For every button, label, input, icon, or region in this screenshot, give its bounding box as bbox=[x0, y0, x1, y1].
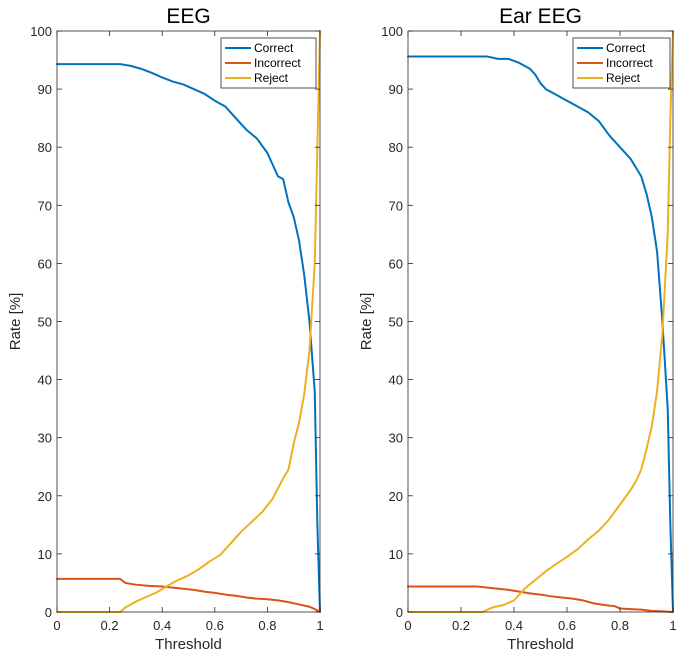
y-tick-label: 60 bbox=[38, 256, 52, 271]
x-tick-label: 0.2 bbox=[452, 618, 470, 633]
x-tick-label: 0.6 bbox=[558, 618, 576, 633]
y-tick-label: 10 bbox=[389, 547, 403, 562]
y-tick-label: 70 bbox=[38, 198, 52, 213]
y-axis-label: Rate [%] bbox=[358, 293, 375, 351]
y-tick-label: 90 bbox=[38, 82, 52, 97]
x-tick-label: 0 bbox=[53, 618, 60, 633]
y-tick-label: 50 bbox=[389, 315, 403, 330]
series-line-reject bbox=[56, 30, 321, 613]
legend-label-correct: Correct bbox=[606, 41, 646, 55]
y-tick-label: 80 bbox=[389, 140, 403, 155]
chart-title: Ear EEG bbox=[499, 5, 582, 28]
x-tick-label: 0 bbox=[404, 618, 411, 633]
y-tick-label: 40 bbox=[389, 373, 403, 388]
y-tick-label: 50 bbox=[38, 315, 52, 330]
series-line-incorrect bbox=[56, 577, 321, 613]
y-tick-label: 100 bbox=[381, 24, 403, 39]
plot-area bbox=[57, 31, 320, 612]
y-tick-label: 20 bbox=[38, 489, 52, 504]
y-tick-label: 60 bbox=[389, 256, 403, 271]
x-axis-label: Threshold bbox=[507, 636, 574, 653]
chart-panel-0: 0 0.2 0.4 0.6 0.8 10102030405060708090100EEGT… bbox=[7, 5, 324, 653]
y-tick-label: 0 bbox=[396, 605, 403, 620]
x-tick-label: 0.6 bbox=[206, 618, 224, 633]
legend-box bbox=[572, 37, 671, 89]
x-tick-label: 0.2 bbox=[101, 618, 119, 633]
y-tick-label: 100 bbox=[30, 24, 52, 39]
y-tick-label: 70 bbox=[389, 198, 403, 213]
y-tick-label: 0 bbox=[45, 605, 52, 620]
y-tick-label: 40 bbox=[38, 373, 52, 388]
x-axis-label: Threshold bbox=[155, 636, 222, 653]
x-tick-label: 0.4 bbox=[505, 618, 523, 633]
y-tick-label: 90 bbox=[389, 82, 403, 97]
y-tick-label: 30 bbox=[38, 431, 52, 446]
x-tick-label: 0.4 bbox=[153, 618, 171, 633]
legend-label-reject: Reject bbox=[254, 71, 289, 85]
chart-panel-1: 0 0.2 0.4 0.6 0.8 10102030405060708090100Ear … bbox=[358, 5, 677, 653]
legend-label-reject: Reject bbox=[606, 71, 641, 85]
series-line-correct bbox=[56, 63, 321, 613]
series-line-correct bbox=[407, 55, 674, 613]
series-line-reject bbox=[407, 30, 674, 613]
y-tick-label: 80 bbox=[38, 140, 52, 155]
x-tick-label: 0.8 bbox=[611, 618, 629, 633]
y-tick-label: 20 bbox=[389, 489, 403, 504]
chart-title: EEG bbox=[166, 5, 210, 28]
series-line-incorrect bbox=[407, 585, 674, 613]
y-tick-label: 30 bbox=[389, 431, 403, 446]
x-tick-label: 1 bbox=[316, 618, 323, 633]
y-tick-label: 10 bbox=[38, 547, 52, 562]
y-axis-label: Rate [%] bbox=[7, 293, 24, 351]
legend-label-correct: Correct bbox=[254, 41, 294, 55]
x-tick-label: 0.8 bbox=[258, 618, 276, 633]
plot-area bbox=[408, 31, 673, 612]
legend-label-incorrect: Incorrect bbox=[254, 56, 301, 70]
legend-label-incorrect: Incorrect bbox=[606, 56, 653, 70]
x-tick-label: 1 bbox=[669, 618, 676, 633]
